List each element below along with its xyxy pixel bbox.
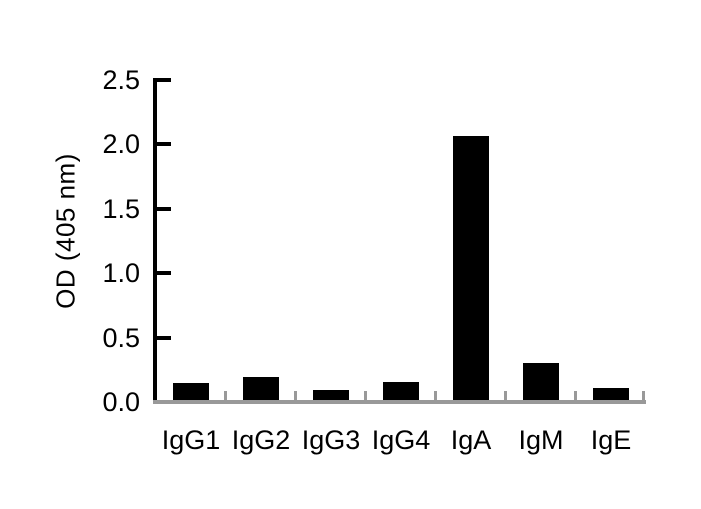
y-tick	[157, 142, 171, 147]
bar-igg4	[383, 382, 419, 400]
bar-igg1	[173, 383, 209, 400]
y-tick	[157, 335, 171, 340]
x-tick	[574, 391, 577, 400]
x-label-igg1: IgG1	[161, 425, 221, 455]
y-tick-label: 2.0	[102, 129, 140, 160]
y-tick	[157, 271, 171, 276]
x-label-igg3: IgG3	[301, 425, 361, 455]
x-tick	[294, 391, 297, 400]
y-axis-line	[153, 78, 157, 404]
x-label-iga: IgA	[450, 425, 492, 455]
bar-igg3	[313, 390, 349, 400]
x-tick	[434, 391, 437, 400]
x-tick	[364, 391, 367, 400]
x-tick	[504, 391, 507, 400]
x-tick	[224, 391, 227, 400]
y-tick	[157, 206, 171, 211]
x-label-igg4: IgG4	[371, 425, 431, 455]
x-label-igg2: IgG2	[231, 425, 291, 455]
x-axis-line	[153, 400, 646, 404]
y-tick-label: 0.0	[102, 387, 140, 417]
y-tick-label: 1.5	[102, 193, 140, 224]
bar-iga	[453, 136, 489, 400]
y-tick-label: 0.5	[102, 322, 140, 353]
y-tick-label: 2.5	[102, 65, 140, 95]
bar-igg2	[243, 377, 279, 400]
y-tick	[157, 78, 171, 82]
y-tick-label: 1.0	[102, 258, 140, 289]
bar-ige	[593, 388, 629, 400]
x-tick	[642, 391, 645, 400]
x-label-igm: IgM	[518, 425, 564, 455]
bar-igm	[523, 363, 559, 400]
x-label-ige: IgE	[590, 425, 632, 455]
